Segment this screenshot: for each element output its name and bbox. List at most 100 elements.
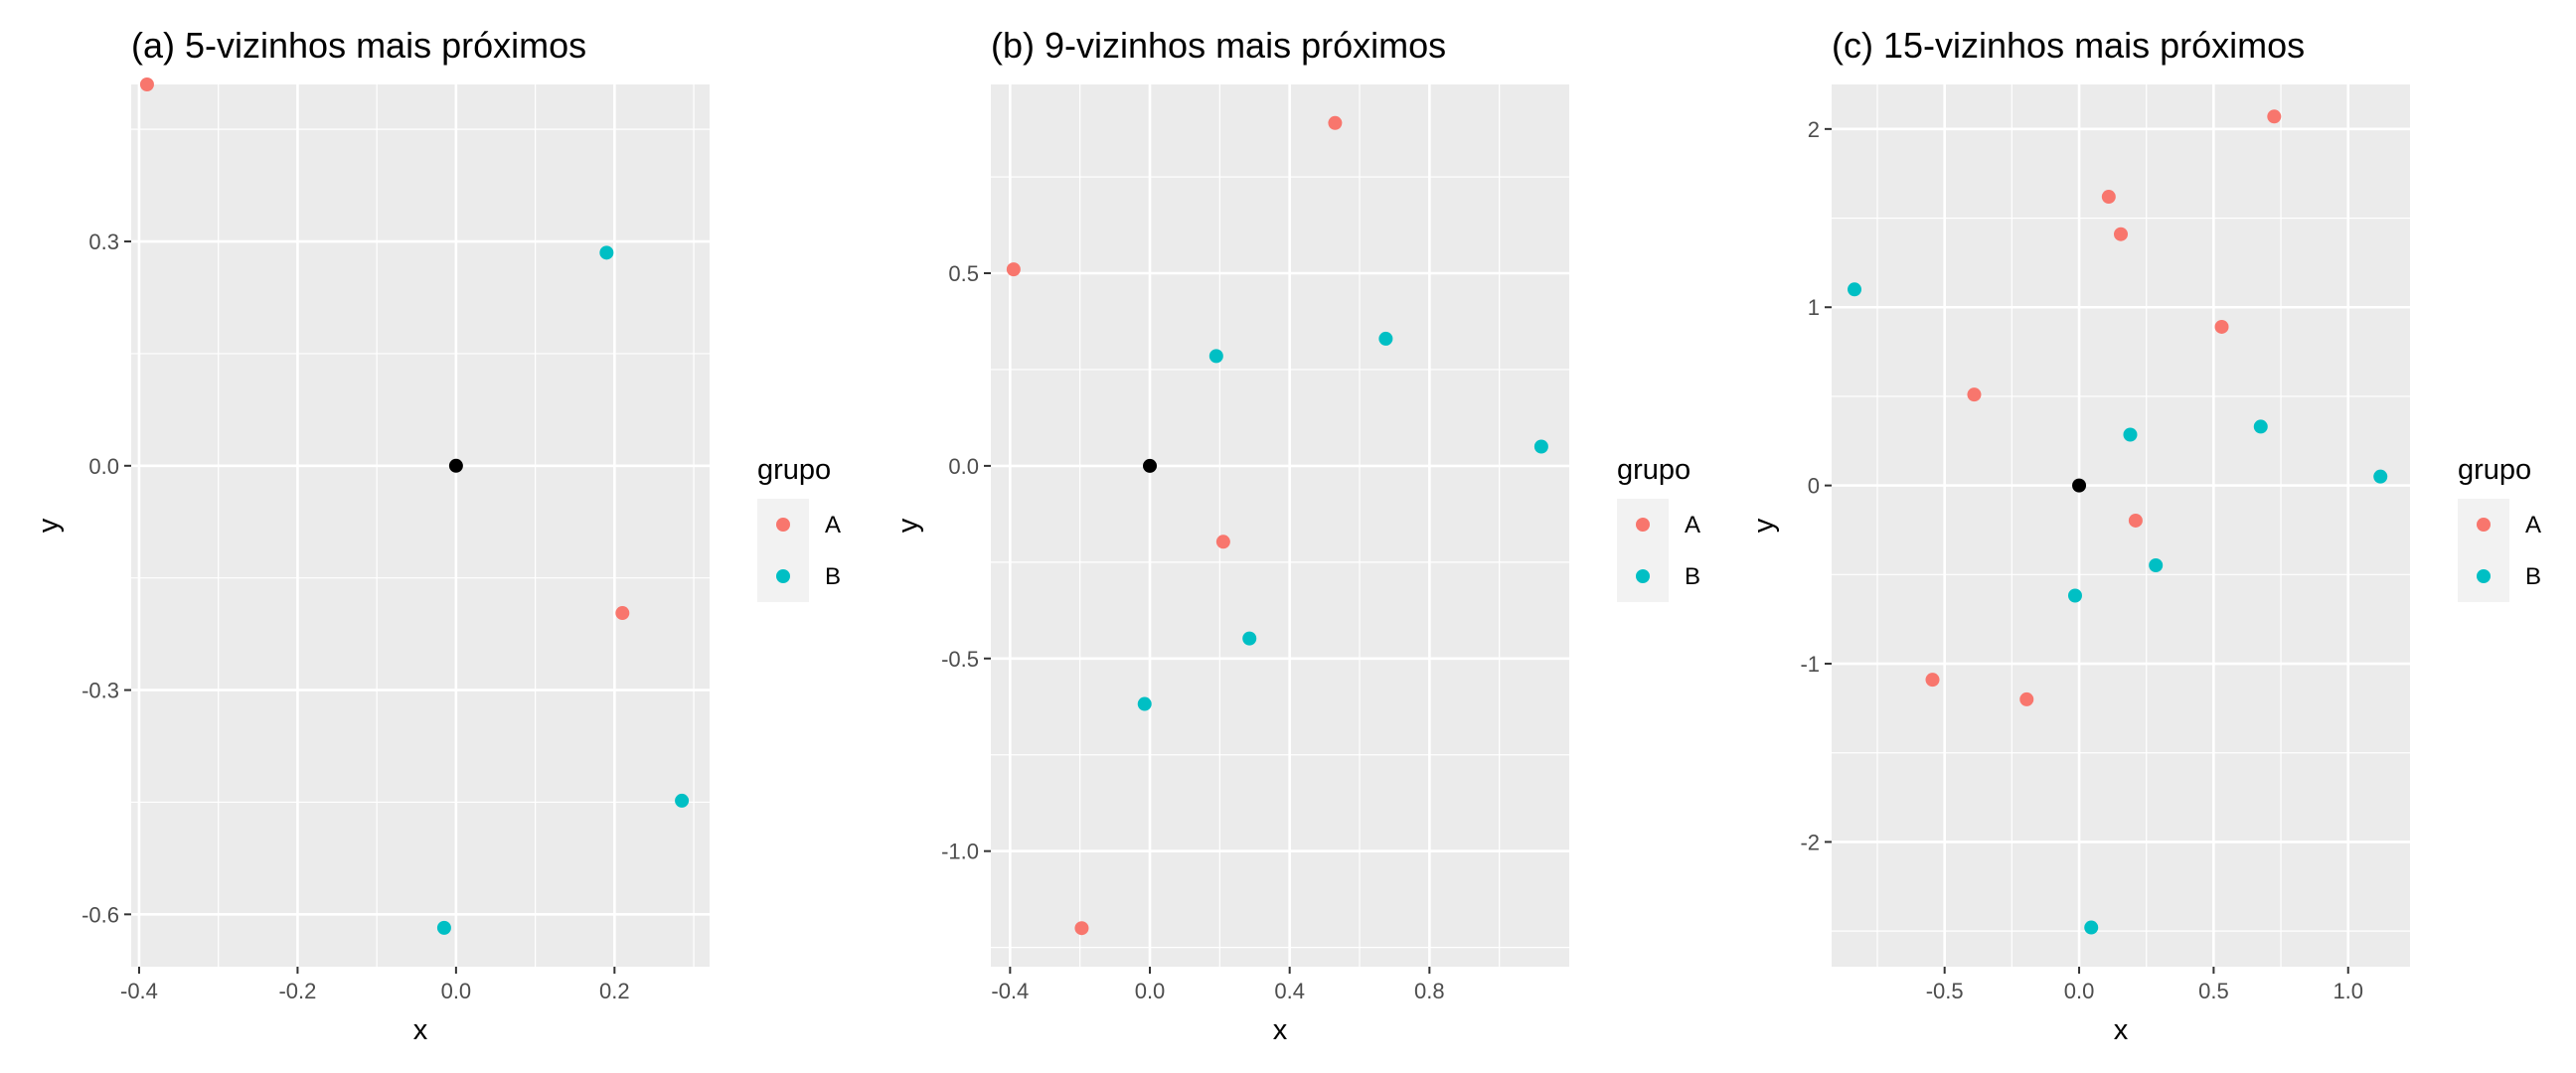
panel-a-legend-label-a: A	[825, 512, 841, 538]
panel-c-point-a-4	[2214, 319, 2229, 334]
panel-b-y-tick-label-1: -0.5	[941, 647, 979, 672]
panel-a-x-tick-label-0: -0.4	[120, 979, 158, 1003]
panel-c-x-tick-label-1: 0.0	[2064, 979, 2095, 1003]
panel-a-legend-key-a	[776, 518, 790, 532]
panel-a-points	[139, 77, 690, 935]
panel-c-point-b-15	[2084, 920, 2099, 935]
panel-c-point-a-5	[1967, 387, 1982, 402]
panel-a-x-tick-label-3: 0.2	[599, 979, 630, 1003]
panel-c-point-b-11	[2149, 558, 2164, 573]
panel-b-points	[1006, 115, 1548, 936]
panel-b-point-query-5	[1143, 458, 1158, 473]
panel-c-point-a-10	[2128, 513, 2143, 528]
panel-b-x-tick-label-3: 0.8	[1414, 979, 1445, 1003]
panel-c-y-tick-label-2: 0	[1808, 474, 1820, 499]
panel-a-point-b-5	[436, 920, 451, 935]
panel-a-point-b-1	[599, 245, 614, 260]
panel-a-legend-key-b	[776, 569, 790, 583]
panel-c-y-ticks: -2 -1 0 1 2	[1800, 117, 1832, 854]
panel-a-y-tick-label-0: -0.6	[81, 902, 119, 927]
panel-c-title: (c) 15-vizinhos mais próximos	[1832, 25, 2305, 66]
panel-c-point-b-3	[1848, 282, 1862, 297]
panel-a-legend-title: grupo	[757, 454, 831, 486]
panel-c-plot-area	[1832, 84, 2410, 967]
panel-b-point-a-6	[1215, 535, 1230, 549]
panel-a-title: (a) 5-vizinhos mais próximos	[131, 25, 586, 66]
panel-c-legend-label-b: B	[2525, 563, 2541, 590]
panel-c-y-tick-label-3: 1	[1808, 295, 1820, 320]
panel-c-y-axis-title: y	[1748, 518, 1780, 533]
panel-b-legend-key-b	[1636, 569, 1650, 583]
panel-c-point-a-1	[2101, 190, 2116, 205]
panel-b-point-a-1	[1006, 262, 1021, 277]
panel-b-point-a-9	[1074, 921, 1089, 936]
panel-c-legend-key-a	[2477, 518, 2491, 532]
panel-c-point-query-9	[2072, 478, 2087, 493]
panel-a-gridlines	[131, 84, 710, 967]
panel-a-point-b-4	[675, 793, 690, 808]
panel-b-point-a-0	[1328, 115, 1343, 130]
panel-b-x-ticks: -0.4 0.0 0.4 0.8	[991, 967, 1445, 1003]
panel-a-y-tick-label-1: -0.3	[81, 679, 119, 703]
panel-c-x-tick-label-0: -0.5	[1926, 979, 1964, 1003]
panel-a-point-query-2	[448, 458, 463, 473]
panel-c-point-b-6	[2253, 419, 2268, 434]
panel-b-x-tick-label-2: 0.4	[1274, 979, 1305, 1003]
panel-c-point-b-12	[2067, 588, 2082, 603]
panel-a-plot-area	[131, 84, 710, 967]
panel-c-legend-label-a: A	[2525, 512, 2541, 538]
panel-a-y-tick-label-2: 0.0	[88, 454, 119, 479]
panel-c-point-a-14	[2019, 691, 2034, 706]
panel-c-legend-title: grupo	[2458, 454, 2531, 486]
panel-a-point-a-3	[615, 606, 630, 621]
panel-c-x-ticks: -0.5 0.0 0.5 1.0	[1926, 967, 2363, 1003]
panel-b-legend-key-a	[1636, 518, 1650, 532]
panel-c-x-axis-title: x	[2114, 1014, 2129, 1046]
panel-b-legend-label-a: A	[1685, 512, 1700, 538]
panel-b-legend: grupo A B	[1617, 454, 1700, 602]
panel-b-point-b-2	[1208, 349, 1223, 364]
panel-b-legend-title: grupo	[1617, 454, 1690, 486]
panel-b-x-tick-label-0: -0.4	[991, 979, 1029, 1003]
panel-b-point-b-4	[1533, 439, 1548, 454]
panel-a-legend: grupo A B	[757, 454, 841, 602]
panel-c-point-a-0	[2267, 109, 2282, 124]
panel-c-y-tick-label-1: -1	[1800, 652, 1820, 677]
panel-c-point-a-13	[1925, 673, 1940, 688]
panel-a-x-ticks: -0.4 -0.2 0.0 0.2	[120, 967, 630, 1003]
panel-c-y-tick-label-0: -2	[1800, 830, 1820, 854]
panel-b-x-tick-label-1: 0.0	[1135, 979, 1166, 1003]
panel-a-x-tick-label-2: 0.0	[441, 979, 472, 1003]
panel-b-y-tick-label-2: 0.0	[948, 454, 979, 479]
panel-b: (b) 9-vizinhos mais próximos -0.4 0.0 0.4 0…	[892, 25, 1700, 1046]
panel-a-point-a-0	[139, 77, 154, 91]
panel-a-y-axis-title: y	[33, 518, 65, 533]
panel-b-point-b-8	[1137, 696, 1152, 711]
panel-b-y-tick-label-0: -1.0	[941, 840, 979, 864]
panel-b-point-b-3	[1378, 331, 1393, 346]
panel-a: (a) 5-vizinhos mais próximos -0.4 -0.2 0.0…	[33, 25, 841, 1046]
panel-b-plot-area	[991, 84, 1569, 967]
panel-c-gridlines	[1832, 84, 2410, 967]
panel-c-legend-key-b	[2477, 569, 2491, 583]
panel-b-y-tick-label-3: 0.5	[948, 261, 979, 286]
panel-a-x-tick-label-1: -0.2	[278, 979, 316, 1003]
panel-a-x-axis-title: x	[413, 1014, 428, 1046]
panel-c-point-b-7	[2123, 427, 2138, 442]
panel-c-point-b-8	[2373, 469, 2388, 484]
panel-b-point-b-7	[1242, 631, 1257, 646]
panel-a-y-tick-label-3: 0.3	[88, 230, 119, 254]
panel-b-title: (b) 9-vizinhos mais próximos	[991, 25, 1446, 66]
panel-c-point-a-2	[2114, 227, 2128, 241]
panel-b-y-axis-title: y	[892, 518, 924, 533]
panel-b-y-ticks: -1.0 -0.5 0.0 0.5	[941, 261, 991, 864]
panel-a-legend-label-b: B	[825, 563, 841, 590]
panel-a-y-ticks: -0.6 -0.3 0.0 0.3	[81, 230, 131, 927]
panel-b-gridlines	[991, 84, 1569, 967]
panel-c-x-tick-label-3: 1.0	[2333, 979, 2363, 1003]
panel-c-points	[1848, 109, 2388, 935]
panel-b-x-axis-title: x	[1273, 1014, 1288, 1046]
panel-c-y-tick-label-4: 2	[1808, 117, 1820, 142]
panel-c-legend: grupo A B	[2458, 454, 2541, 602]
